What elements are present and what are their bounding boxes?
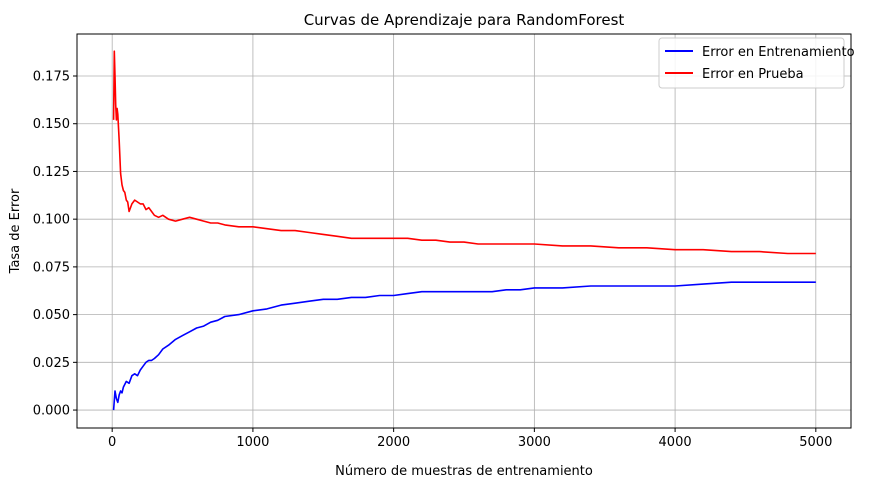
- y-tick-label: 0.050: [33, 308, 70, 323]
- series-line-error-en-prueba: [112, 50, 816, 255]
- x-tick-label: 0: [108, 435, 116, 450]
- legend-label-error-en-entrenamiento: Error en Entrenamiento: [702, 45, 855, 60]
- x-tick-label: 5000: [799, 435, 832, 450]
- x-tick-label: 1000: [236, 435, 269, 450]
- y-tick-label: 0.025: [33, 356, 70, 371]
- legend-box: [658, 37, 845, 89]
- y-tick-label: 0.100: [33, 213, 70, 228]
- series-lines: [112, 50, 816, 411]
- y-tick-label: 0.075: [33, 260, 70, 275]
- plot-frame: [76, 33, 852, 429]
- y-tick-label: 0.000: [33, 404, 70, 419]
- axis-ticks: 0 1000 2000 3000 4000 5000 0.000 0.025 0.050 0.07…: [33, 69, 833, 450]
- y-tick-label: 0.125: [33, 165, 70, 180]
- y-tick-label: 0.150: [33, 117, 70, 132]
- chart-title: Curvas de Aprendizaje para RandomForest: [304, 11, 625, 29]
- legend-label-error-en-prueba: Error en Prueba: [702, 67, 804, 82]
- x-tick-label: 2000: [377, 435, 410, 450]
- series-line-error-en-entrenamiento: [112, 281, 816, 411]
- grid: [77, 34, 851, 428]
- y-tick-label: 0.175: [33, 69, 70, 84]
- x-tick-label: 4000: [659, 435, 692, 450]
- x-axis-label: Número de muestras de entrenamiento: [335, 464, 593, 479]
- legend: Error en Entrenamiento Error en Prueba: [658, 37, 855, 89]
- x-tick-label: 3000: [518, 435, 551, 450]
- y-axis-label: Tasa de Error: [8, 188, 23, 274]
